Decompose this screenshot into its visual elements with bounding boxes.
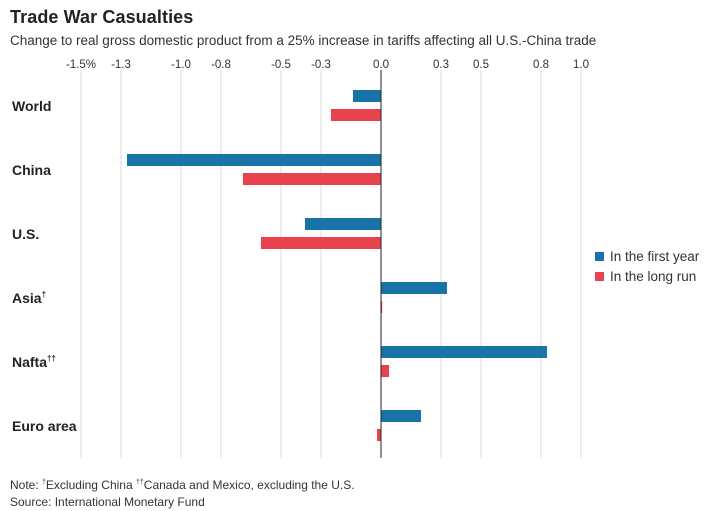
x-tick-label: -0.3	[311, 59, 331, 71]
note-mark-1: †	[42, 479, 46, 486]
bar-long-run	[261, 237, 381, 249]
x-tick-label: -0.5	[271, 59, 291, 71]
category-label: Nafta††	[12, 354, 56, 370]
chart-legend: In the first year In the long run	[595, 246, 699, 286]
category-footnote-mark: †	[42, 290, 46, 299]
chart-title: Trade War Casualties	[10, 7, 194, 27]
legend-label-first-year: In the first year	[610, 248, 700, 264]
chart-subtitle: Change to real gross domestic product fr…	[10, 33, 597, 48]
x-tick-label: 1.0	[573, 59, 589, 71]
category-label: World	[12, 98, 51, 114]
legend-item-long-run: In the long run	[595, 266, 699, 286]
bar-chart: -1.5% -1.3 -1.0 -0.8 -0.5 -0.3 0.0 0.3 0.5 0.8 1.0…	[12, 59, 589, 458]
x-tick-label: -1.3	[111, 59, 131, 71]
x-tick-label: 0.0	[373, 59, 389, 71]
category-label: Euro area	[12, 418, 77, 434]
bar-long-run	[331, 109, 381, 121]
x-tick-label: -0.8	[211, 59, 231, 71]
gridlines	[80, 70, 582, 458]
note-text-1: Excluding China	[45, 478, 136, 492]
bar-long-run	[243, 173, 381, 185]
x-tick-label: 0.8	[533, 59, 549, 71]
x-tick-label: 0.5	[473, 59, 489, 71]
note-text-2: Canada and Mexico, excluding the U.S.	[143, 478, 355, 492]
bar-long-run	[377, 429, 381, 441]
x-tick-label: 0.3	[433, 59, 449, 71]
bar-first-year	[305, 218, 381, 230]
x-tick-label: -1.0	[171, 59, 191, 71]
tick-labels: -1.5% -1.3 -1.0 -0.8 -0.5 -0.3 0.0 0.3 0.5 0.8 1.0	[66, 59, 589, 71]
note-prefix: Note:	[10, 478, 43, 492]
legend-swatch-long-run	[595, 271, 604, 281]
legend-swatch-first-year	[595, 251, 604, 261]
category-label: China	[12, 162, 51, 178]
source-line: Source: International Monetary Fund	[10, 495, 205, 509]
bar-long-run	[381, 301, 383, 313]
legend-label-long-run: In the long run	[610, 268, 697, 284]
bar-first-year	[127, 154, 381, 166]
category-label: Asia†	[12, 290, 46, 306]
category-footnote-mark: ††	[47, 354, 56, 363]
bar-first-year	[381, 282, 447, 294]
category-label: U.S.	[12, 226, 39, 242]
bar-long-run	[381, 365, 389, 377]
category-labels: World China U.S. Asia† Nafta†† Euro area	[12, 98, 77, 434]
chart-footnote: Note: †Excluding China ††Canada and Mexi…	[10, 474, 355, 511]
x-tick-label: -1.5%	[66, 59, 96, 71]
bar-first-year	[353, 90, 381, 102]
legend-item-first-year: In the first year	[595, 246, 699, 266]
note-mark-2: ††	[135, 479, 144, 486]
bars	[127, 90, 547, 441]
bar-first-year	[381, 410, 421, 422]
bar-first-year	[381, 346, 547, 358]
note-line: Note: †Excluding China ††Canada and Mexi…	[10, 474, 355, 494]
